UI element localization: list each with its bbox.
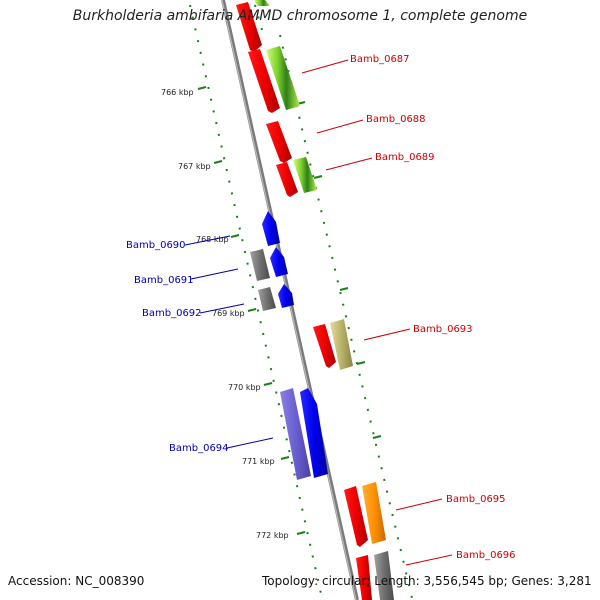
outer-major-tick bbox=[339, 287, 349, 291]
gene-label-bamb-0696[interactable]: Bamb_0696 bbox=[456, 550, 516, 561]
major-tick bbox=[213, 160, 223, 164]
major-tick bbox=[263, 382, 273, 386]
gene-label-bamb-0690[interactable]: Bamb_0690 bbox=[126, 240, 186, 251]
gene-feature-bamb-0689[interactable] bbox=[276, 157, 317, 197]
gene-feature-bamb-0694[interactable] bbox=[280, 388, 328, 480]
tick-label-769kbp: 769 kbp bbox=[212, 309, 245, 318]
tick-label-770kbp: 770 kbp bbox=[228, 383, 261, 392]
gene-label-bamb-0691[interactable]: Bamb_0691 bbox=[134, 275, 194, 286]
gene-feature-bamb-0687[interactable] bbox=[248, 46, 300, 113]
leader-line-bamb-0693 bbox=[363, 328, 411, 341]
gene-feature-bamb-0693[interactable] bbox=[313, 319, 353, 370]
accession-label: Accession: NC_008390 bbox=[8, 574, 145, 588]
gene-label-bamb-0689[interactable]: Bamb_0689 bbox=[375, 152, 435, 163]
gene-feature-bamb-0692[interactable] bbox=[258, 284, 294, 311]
major-tick bbox=[296, 531, 306, 535]
gene-feature-bamb-0696[interactable] bbox=[356, 551, 394, 600]
leader-line-bamb-0696 bbox=[405, 554, 453, 566]
leader-line-bamb-0687 bbox=[301, 59, 349, 74]
leader-line-bamb-0691 bbox=[190, 268, 239, 280]
major-tick bbox=[230, 234, 240, 238]
major-tick bbox=[280, 456, 290, 460]
outer-major-tick bbox=[356, 361, 366, 365]
gene-label-bamb-0693[interactable]: Bamb_0693 bbox=[413, 324, 473, 335]
gene-label-bamb-0694[interactable]: Bamb_0694 bbox=[169, 443, 229, 454]
tick-label-771kbp: 771 kbp bbox=[242, 457, 275, 466]
outer-major-tick bbox=[372, 435, 382, 439]
tick-label-772kbp: 772 kbp bbox=[256, 531, 289, 540]
gene-label-bamb-0692[interactable]: Bamb_0692 bbox=[142, 308, 202, 319]
gene-feature-bamb-0695[interactable] bbox=[344, 482, 386, 547]
outer-tick-track bbox=[279, 34, 413, 599]
gene-feature-bamb-0690[interactable] bbox=[262, 211, 280, 246]
leader-line-bamb-0690 bbox=[184, 235, 231, 246]
major-tick bbox=[197, 86, 207, 90]
gene-feature-0686[interactable] bbox=[236, 2, 262, 52]
gene-label-bamb-0687[interactable]: Bamb_0687 bbox=[350, 54, 410, 65]
tick-label-766kbp: 766 kbp bbox=[161, 88, 194, 97]
major-tick bbox=[247, 308, 257, 312]
gene-label-bamb-0695[interactable]: Bamb_0695 bbox=[446, 494, 506, 505]
map-title: Burkholderia ambifaria AMMD chromosome 1… bbox=[72, 8, 528, 24]
inner-tick-track bbox=[189, 4, 323, 599]
gene-feature-0686b[interactable] bbox=[254, 0, 270, 6]
leader-line-bamb-0692 bbox=[199, 303, 245, 314]
leader-line-bamb-0689 bbox=[325, 157, 373, 171]
leader-line-bamb-0688 bbox=[316, 119, 364, 134]
outer-tick-track-top bbox=[254, 4, 263, 31]
gene-label-bamb-0688[interactable]: Bamb_0688 bbox=[366, 114, 426, 125]
outer-major-tick bbox=[313, 175, 323, 179]
tick-label-767kbp: 767 kbp bbox=[178, 162, 211, 171]
genome-summary: Topology: circular; Length: 3,556,545 bp… bbox=[262, 574, 592, 588]
gene-feature-bamb-0691[interactable] bbox=[250, 247, 288, 281]
gene-feature-bamb-0688[interactable] bbox=[266, 121, 292, 163]
leader-line-bamb-0695 bbox=[395, 498, 443, 511]
leader-line-bamb-0694 bbox=[226, 437, 274, 449]
